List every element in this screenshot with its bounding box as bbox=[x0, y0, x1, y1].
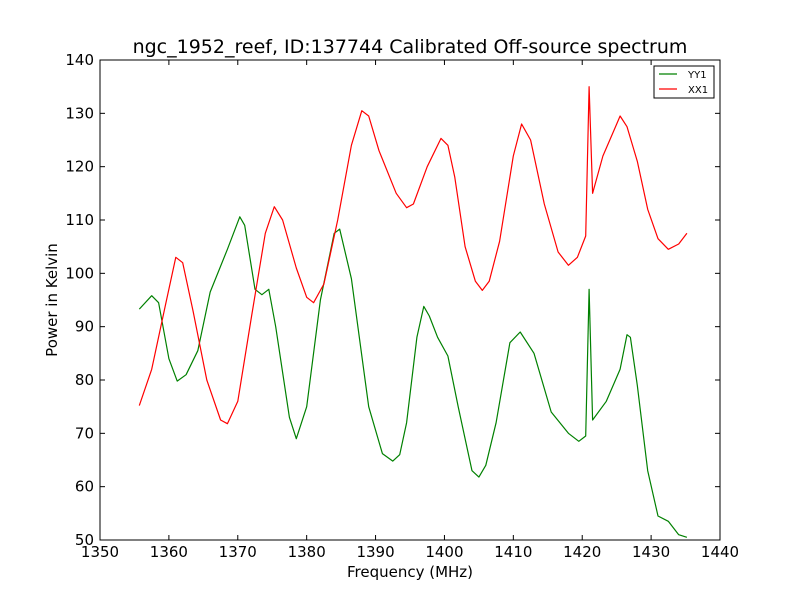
x-tick-label: 1370 bbox=[219, 543, 257, 561]
x-tick-label: 1410 bbox=[494, 543, 532, 561]
series-line-xx1 bbox=[138, 86, 688, 425]
chart-title: ngc_1952_reef, ID:137744 Calibrated Off-… bbox=[133, 36, 688, 58]
plot-area-frame bbox=[99, 59, 721, 541]
y-tick-label: 80 bbox=[75, 371, 94, 389]
y-tick-label: 130 bbox=[65, 104, 94, 122]
legend-label-xx1: XX1 bbox=[688, 85, 708, 96]
x-tick-label: 1400 bbox=[425, 543, 463, 561]
y-tick-label: 110 bbox=[65, 211, 94, 229]
x-tick-label: 1420 bbox=[563, 543, 601, 561]
series-line-yy1 bbox=[138, 216, 688, 538]
y-tick-label: 60 bbox=[75, 478, 94, 496]
y-axis-label: Power in Kelvin bbox=[43, 243, 61, 357]
y-tick-label: 90 bbox=[75, 318, 94, 336]
x-tick-label: 1350 bbox=[81, 543, 119, 561]
x-tick-label: 1440 bbox=[701, 543, 739, 561]
y-tick-label: 70 bbox=[75, 424, 94, 442]
x-tick-label: 1390 bbox=[356, 543, 394, 561]
y-tick-label: 100 bbox=[65, 264, 94, 282]
y-axis: 50 60 70 80 90 100 110 120 130 140 bbox=[65, 51, 720, 549]
x-tick-label: 1430 bbox=[632, 543, 670, 561]
y-tick-label: 140 bbox=[65, 51, 94, 69]
series-layer bbox=[138, 86, 688, 538]
x-axis: 1350 1360 1370 1380 1390 1400 1410 1420 1430 1440 bbox=[81, 60, 739, 561]
legend-label-yy1: YY1 bbox=[687, 70, 707, 81]
y-tick-label: 120 bbox=[65, 158, 94, 176]
x-axis-label: Frequency (MHz) bbox=[347, 563, 473, 581]
x-tick-label: 1360 bbox=[150, 543, 188, 561]
legend-box bbox=[653, 65, 715, 99]
x-tick-label: 1380 bbox=[288, 543, 326, 561]
y-tick-label: 50 bbox=[75, 531, 94, 549]
